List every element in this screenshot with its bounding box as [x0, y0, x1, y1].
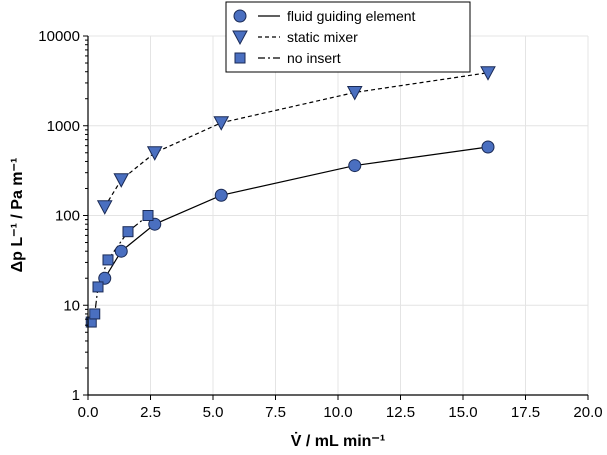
legend-marker-triangle-down — [232, 30, 248, 46]
data-point-square — [89, 308, 101, 320]
grid — [88, 35, 589, 395]
x-tick-label: 2.5 — [140, 404, 161, 421]
data-point-triangle-down — [346, 85, 363, 101]
series-line-triangle-down — [104, 72, 489, 208]
legend: fluid guiding element static mixer no inse… — [225, 1, 471, 73]
legend-marker-circle — [233, 9, 247, 23]
data-point-triangle-down — [213, 116, 230, 131]
tick-labels: 0.0 2.5 5.0 7.5 10.0 12.5 15.0 17.5 20.0 1 10 100 10… — [38, 28, 602, 421]
data-point-circle — [214, 188, 228, 202]
y-tick-label: 1000 — [47, 118, 80, 135]
y-tick-label: 100 — [55, 208, 80, 225]
x-tick-label: 5.0 — [203, 404, 224, 421]
x-tick-label: 10.0 — [323, 404, 352, 421]
data-point-triangle-down — [146, 146, 163, 161]
data-point-circle — [114, 244, 128, 258]
legend-marker-square — [234, 52, 246, 64]
series-line-circle — [104, 146, 489, 279]
legend-label: no insert — [287, 50, 341, 66]
y-tick-label: 10000 — [38, 28, 80, 45]
data-point-circle — [148, 217, 162, 231]
data-point-square — [122, 226, 134, 238]
y-tick-label: 1 — [72, 387, 80, 404]
x-tick-label: 0.0 — [78, 404, 99, 421]
x-tick-label: 17.5 — [511, 404, 540, 421]
axes — [83, 35, 589, 400]
data-point-square — [102, 254, 114, 266]
x-axis-title: V̇ / mL min⁻¹ — [291, 432, 385, 450]
x-tick-label: 12.5 — [386, 404, 415, 421]
data-point-circle — [481, 140, 495, 154]
x-tick-label: 7.5 — [265, 404, 286, 421]
y-tick-label: 10 — [63, 297, 80, 314]
data-point-circle — [98, 271, 112, 285]
data-point-square — [92, 281, 104, 293]
legend-label: fluid guiding element — [287, 8, 416, 24]
y-axis-title: Δp L⁻¹ / Pa m⁻¹ — [9, 158, 26, 273]
series-markers — [85, 66, 496, 328]
data-point-triangle-down — [96, 200, 113, 215]
data-point-triangle-down — [480, 66, 496, 81]
series-line-square — [90, 215, 149, 323]
data-point-circle — [348, 159, 362, 173]
data-point-square — [142, 210, 154, 221]
legend-label: static mixer — [287, 29, 358, 45]
x-tick-label: 15.0 — [448, 404, 477, 421]
x-tick-label: 20.0 — [573, 404, 602, 421]
data-point-triangle-down — [113, 173, 130, 188]
